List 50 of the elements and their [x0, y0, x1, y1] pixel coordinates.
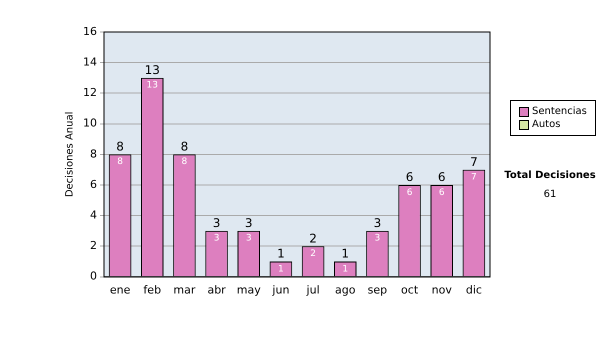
- data-label: 1: [342, 264, 348, 274]
- y-tick-label: 2: [90, 239, 97, 252]
- data-label: 8: [117, 157, 124, 168]
- x-tick-label: jun: [271, 283, 290, 296]
- total-label: 6: [438, 170, 446, 184]
- total-label: 1: [277, 246, 285, 261]
- data-label: 1: [278, 264, 284, 274]
- legend-label: Sentencias: [532, 105, 587, 118]
- x-tick-label: feb: [143, 283, 162, 296]
- x-tick-label: nov: [432, 283, 452, 296]
- x-tick-label: mar: [173, 283, 196, 296]
- data-label: 6: [438, 188, 445, 198]
- x-tick-label: oct: [401, 283, 419, 296]
- x-tick-label: jul: [306, 283, 320, 296]
- data-label: 3: [214, 234, 220, 244]
- y-tick-label: 8: [90, 147, 97, 160]
- x-tick-label: ago: [335, 283, 356, 296]
- y-tick-label: 4: [90, 208, 97, 222]
- x-tick-label: may: [236, 283, 262, 296]
- x-tick-label: dic: [466, 283, 482, 296]
- y-tick-label: 12: [82, 86, 97, 100]
- total-label: 6: [406, 170, 414, 184]
- y-tick-label: 10: [82, 116, 97, 130]
- text: 61: [542, 189, 558, 200]
- data-label: 3: [246, 234, 252, 244]
- data-label: 2: [310, 249, 316, 260]
- data-label: 3: [374, 234, 380, 244]
- data-label: 8: [182, 157, 188, 168]
- total-label: 8: [180, 140, 188, 154]
- x-tick-label: abr: [207, 283, 226, 296]
- data-label: 6: [406, 188, 413, 198]
- y-tick-label: 14: [82, 55, 97, 68]
- total-label: 7: [470, 154, 478, 169]
- total-label: 2: [309, 231, 317, 246]
- total-label: 13: [144, 63, 160, 78]
- y-axis-title: Decisiones Anual: [64, 112, 76, 198]
- total-label: 1: [341, 246, 350, 261]
- text: Total Decisiones: [503, 170, 597, 181]
- x-tick-label: ene: [110, 283, 131, 296]
- data-label: 7: [471, 172, 477, 183]
- data-label: 13: [146, 80, 158, 91]
- legend-label: Autos: [532, 118, 560, 131]
- x-tick-label: sep: [368, 283, 388, 296]
- y-tick-label: 0: [90, 270, 97, 283]
- y-tick-label: 6: [90, 178, 97, 191]
- total-label: 3: [212, 216, 220, 230]
- y-tick-label: 16: [82, 24, 97, 38]
- total-label: 8: [116, 140, 124, 154]
- total-label: 3: [244, 216, 253, 230]
- total-label: 3: [374, 216, 382, 230]
